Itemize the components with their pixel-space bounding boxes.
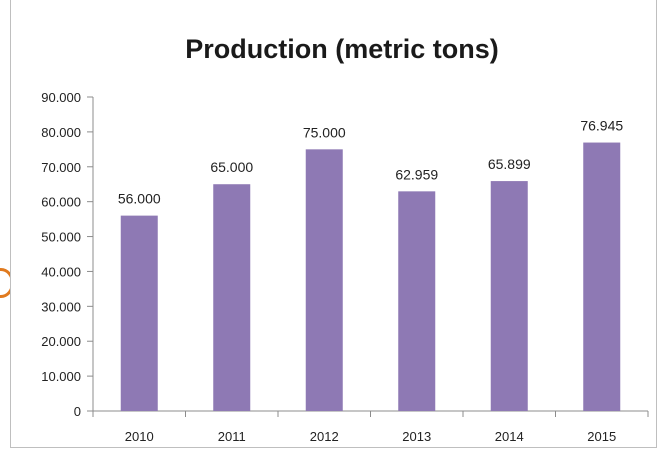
y-tick-label: 10.000 <box>41 369 81 384</box>
chart-title: Production (metric tons) <box>185 34 499 64</box>
data-label-2012: 75.000 <box>303 124 346 140</box>
x-tick-label-2012: 2012 <box>310 429 339 444</box>
data-label-2015: 76.945 <box>580 118 623 134</box>
x-tick-label-2011: 2011 <box>218 429 246 444</box>
data-label-2014: 65.899 <box>488 156 531 172</box>
bar-2012 <box>305 149 343 412</box>
y-tick-label: 30.000 <box>41 299 81 314</box>
bar-2011 <box>213 184 251 411</box>
bar-2015 <box>583 142 621 412</box>
bar-2013 <box>398 191 436 411</box>
y-tick-label: 20.000 <box>41 334 81 349</box>
y-tick-label: 50.000 <box>41 230 81 245</box>
x-tick-label-2013: 2013 <box>402 429 431 444</box>
x-tick-label-2014: 2014 <box>495 429 524 444</box>
y-tick-label: 40.000 <box>41 264 81 279</box>
x-axis: 2010 2011 2012 2013 2014 2015 <box>92 410 649 444</box>
data-label-2010: 56.000 <box>118 191 161 207</box>
bars <box>120 142 621 412</box>
y-axis: 0 10.000 20.000 30.000 40.000 50.000 60.000 70.… <box>41 90 94 419</box>
data-label-2011: 65.000 <box>210 159 253 175</box>
y-tick-label: 80.000 <box>41 125 81 140</box>
bar-2014 <box>490 181 528 411</box>
data-labels: 56.000 65.000 75.000 62.959 65.899 76.945 <box>118 118 624 207</box>
data-label-2013: 62.959 <box>395 166 438 182</box>
y-tick-label: 60.000 <box>41 195 81 210</box>
x-tick-label-2015: 2015 <box>587 429 616 444</box>
y-tick-label: 0 <box>74 404 81 419</box>
x-tick-label-2010: 2010 <box>125 429 154 444</box>
y-tick-label: 90.000 <box>41 90 81 105</box>
y-tick-label: 70.000 <box>41 160 81 175</box>
chart-frame: Production (metric tons) 0 10.000 20.000 30… <box>10 0 657 448</box>
bar-2010 <box>120 215 158 411</box>
bar-chart: Production (metric tons) 0 10.000 20.000 30… <box>41 34 649 444</box>
